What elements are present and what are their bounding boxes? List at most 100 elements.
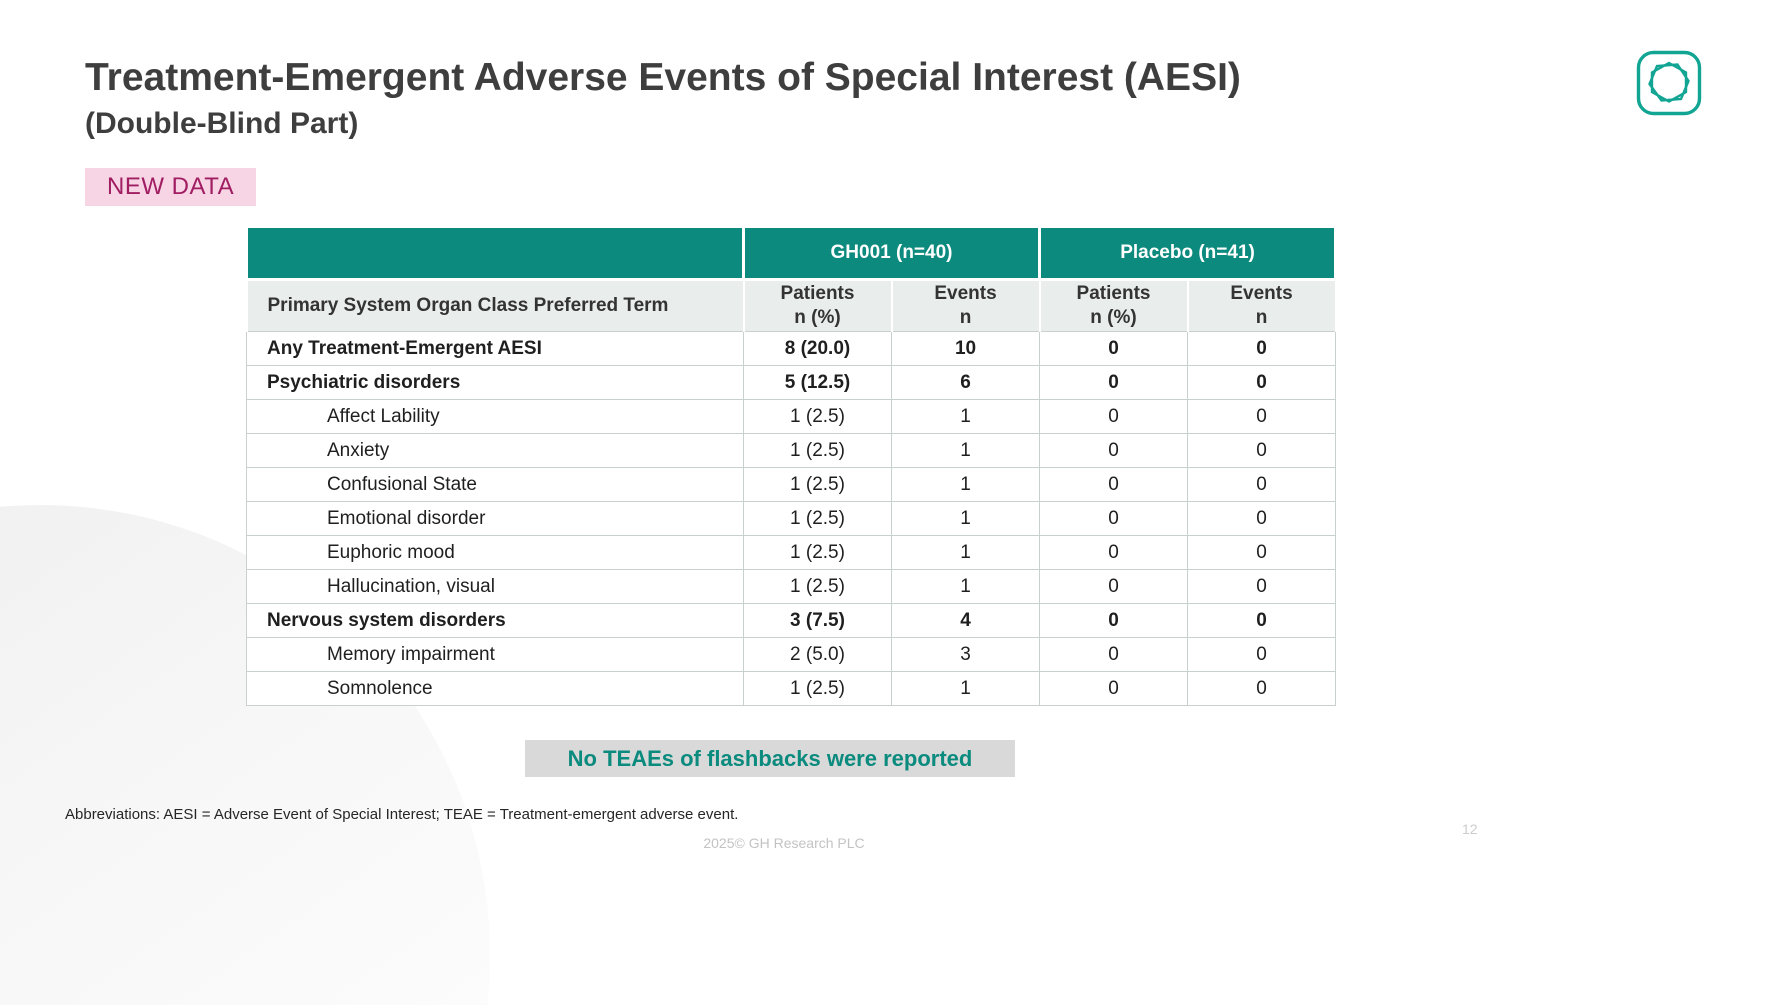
cell-value: 0	[1039, 603, 1189, 638]
cell-value: 0	[1039, 467, 1189, 502]
cell-value: 0	[1187, 501, 1337, 536]
group-header-gh001: GH001 (n=40)	[741, 225, 1042, 281]
column-header: Events n	[1186, 278, 1337, 332]
cell-value: 0	[1187, 569, 1337, 604]
column-header-line: n (%)	[1090, 307, 1137, 328]
page-subtitle: (Double-Blind Part)	[85, 106, 359, 140]
callout-box: No TEAEs of flashbacks were reported	[525, 740, 1015, 777]
cell-value: 0	[1187, 467, 1337, 502]
column-header-line: Primary System Organ Class Preferred Ter…	[267, 295, 669, 317]
cell-value: 0	[1187, 671, 1337, 706]
cell-value: 1	[890, 501, 1041, 536]
row-label: Affect Lability	[246, 399, 744, 434]
row-label: Any Treatment-Emergent AESI	[246, 331, 744, 366]
group-header-placebo: Placebo (n=41)	[1038, 225, 1338, 281]
cell-value: 1 (2.5)	[743, 399, 892, 434]
row-label: Nervous system disorders	[246, 603, 744, 638]
cell-value: 1	[890, 467, 1041, 502]
column-header: Patients n (%)	[1038, 278, 1189, 332]
cell-value: 1	[890, 433, 1041, 468]
table-row: Affect Lability 1 (2.5) 1 0 0	[246, 399, 1337, 434]
cell-value: 3 (7.5)	[743, 603, 892, 638]
column-header-line: Events	[1230, 283, 1293, 305]
copyright-footer: 2025© GH Research PLC	[703, 835, 865, 851]
cell-value: 1 (2.5)	[743, 433, 892, 468]
cell-value: 0	[1187, 365, 1337, 400]
cell-value: 0	[1039, 535, 1189, 570]
page-number: 12	[1462, 821, 1478, 837]
new-data-badge: NEW DATA	[85, 168, 257, 206]
row-label: Psychiatric disorders	[246, 365, 744, 400]
cell-value: 3	[890, 637, 1041, 672]
cell-value: 0	[1039, 569, 1189, 604]
cell-value: 10	[890, 331, 1041, 366]
aesi-table: GH001 (n=40) Placebo (n=41) Primary System…	[245, 225, 1338, 706]
row-label: Memory impairment	[246, 637, 744, 672]
aesi-table-head: GH001 (n=40) Placebo (n=41) Primary System…	[245, 225, 1338, 332]
cell-value: 0	[1187, 331, 1337, 366]
table-row: Nervous system disorders 3 (7.5) 4 0 0	[246, 603, 1337, 638]
cell-value: 0	[1187, 399, 1337, 434]
table-row: Emotional disorder 1 (2.5) 1 0 0	[246, 501, 1337, 536]
column-header-line: n	[959, 307, 972, 328]
cell-value: 0	[1187, 433, 1337, 468]
row-label: Confusional State	[246, 467, 744, 502]
cell-value: 0	[1039, 331, 1189, 366]
table-row: Somnolence 1 (2.5) 1 0 0	[246, 671, 1337, 706]
cell-value: 0	[1039, 637, 1189, 672]
cell-value: 4	[890, 603, 1041, 638]
cell-value: 1	[890, 569, 1041, 604]
table-row: Confusional State 1 (2.5) 1 0 0	[246, 467, 1337, 502]
cell-value: 6	[890, 365, 1041, 400]
gh-research-logo	[1636, 50, 1702, 116]
table-row: Memory impairment 2 (5.0) 3 0 0	[246, 637, 1337, 672]
column-header-line: n	[1255, 307, 1268, 328]
row-label: Emotional disorder	[246, 501, 744, 536]
cell-value: 1	[890, 671, 1041, 706]
column-header-line: n (%)	[794, 307, 841, 328]
table-row: Any Treatment-Emergent AESI 8 (20.0) 10 0 0	[246, 331, 1337, 366]
cell-value: 8 (20.0)	[743, 331, 892, 366]
column-header-line: Patients	[1076, 283, 1151, 305]
aesi-table-container: GH001 (n=40) Placebo (n=41) Primary System…	[245, 225, 1338, 706]
table-row: Hallucination, visual 1 (2.5) 1 0 0	[246, 569, 1337, 604]
cell-value: 1 (2.5)	[743, 467, 892, 502]
cell-value: 5 (12.5)	[743, 365, 892, 400]
cell-value: 1 (2.5)	[743, 501, 892, 536]
table-row: Anxiety 1 (2.5) 1 0 0	[246, 433, 1337, 468]
cell-value: 0	[1039, 501, 1189, 536]
row-label: Euphoric mood	[246, 535, 744, 570]
cell-value: 0	[1187, 603, 1337, 638]
table-group-header-row: GH001 (n=40) Placebo (n=41)	[245, 225, 1338, 281]
page-title: Treatment-Emergent Adverse Events of Spe…	[85, 56, 1241, 99]
aesi-table-body: Any Treatment-Emergent AESI 8 (20.0) 10 0 0 P…	[246, 331, 1337, 706]
cell-value: 0	[1039, 671, 1189, 706]
column-header: Primary System Organ Class Preferred Ter…	[245, 278, 745, 332]
cell-value: 2 (5.0)	[743, 637, 892, 672]
row-label: Hallucination, visual	[246, 569, 744, 604]
cell-value: 1	[890, 399, 1041, 434]
cell-value: 0	[1187, 535, 1337, 570]
cell-value: 1 (2.5)	[743, 535, 892, 570]
cell-value: 0	[1187, 637, 1337, 672]
column-header-line: Events	[934, 283, 997, 305]
cell-value: 0	[1039, 365, 1189, 400]
gh-research-logo-icon	[1636, 50, 1702, 116]
title-block: Treatment-Emergent Adverse Events of Spe…	[85, 56, 1241, 141]
cell-value: 1 (2.5)	[743, 569, 892, 604]
column-header-line: Patients	[780, 283, 855, 305]
table-row: Psychiatric disorders 5 (12.5) 6 0 0	[246, 365, 1337, 400]
table-row: Euphoric mood 1 (2.5) 1 0 0	[246, 535, 1337, 570]
table-column-header-row: Primary System Organ Class Preferred Ter…	[245, 278, 1337, 332]
row-label: Somnolence	[246, 671, 744, 706]
cell-value: 1 (2.5)	[743, 671, 892, 706]
cell-value: 1	[890, 535, 1041, 570]
abbreviations-note: Abbreviations: AESI = Adverse Event of S…	[65, 806, 739, 823]
cell-value: 0	[1039, 399, 1189, 434]
column-header: Patients n (%)	[742, 278, 893, 332]
group-header-spacer	[245, 225, 745, 281]
cell-value: 0	[1039, 433, 1189, 468]
column-header: Events n	[890, 278, 1041, 332]
